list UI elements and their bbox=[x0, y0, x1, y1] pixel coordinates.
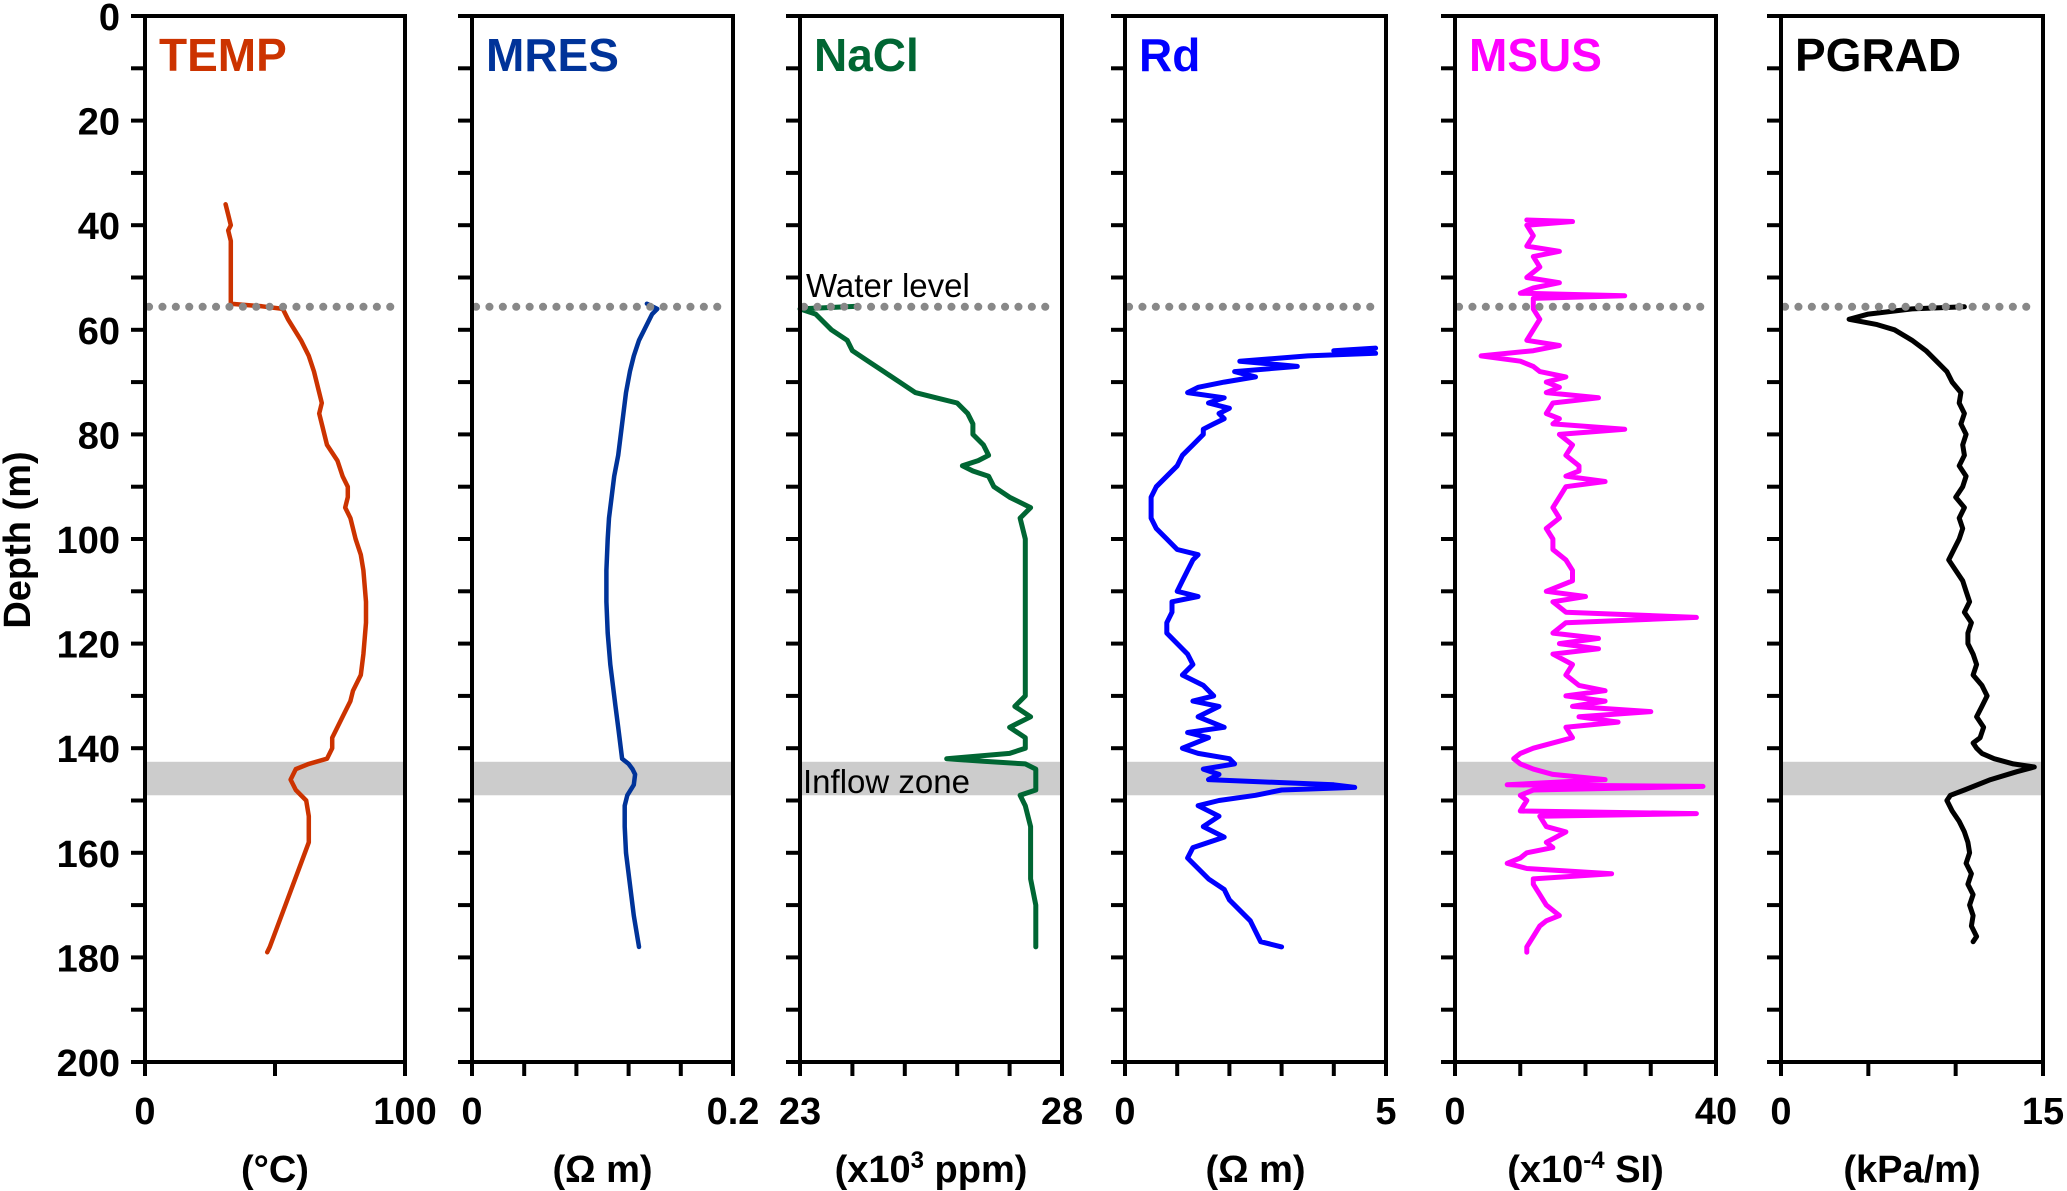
series-line-pgrad bbox=[1846, 304, 2037, 945]
x-tick-label-min-nacl: 23 bbox=[779, 1091, 821, 1133]
panel-frame-mres bbox=[470, 14, 735, 1064]
unit-label-pgrad: (kPa/m) bbox=[1843, 1149, 1980, 1191]
x-tick-label-max-temp: 100 bbox=[373, 1091, 436, 1133]
x-tick-label-min-mres: 0 bbox=[461, 1091, 482, 1133]
panel-frame-msus bbox=[1453, 14, 1718, 1064]
panel-title-msus: MSUS bbox=[1469, 29, 1602, 81]
panel-frame-temp bbox=[143, 14, 407, 1064]
y-tick-label: 80 bbox=[78, 415, 120, 457]
y-tick-label: 20 bbox=[78, 102, 120, 144]
y-tick-label: 100 bbox=[57, 520, 120, 562]
inflow-zone-band-pgrad bbox=[1781, 761, 2043, 796]
panel-frame-nacl bbox=[798, 14, 1064, 1064]
inflow-zone-band-temp bbox=[145, 761, 405, 796]
panel-frame-pgrad bbox=[1779, 14, 2045, 1064]
y-tick-label: 140 bbox=[57, 729, 120, 771]
y-tick-label: 160 bbox=[57, 834, 120, 876]
panel-title-mres: MRES bbox=[486, 29, 619, 81]
unit-label-mres: (Ω m) bbox=[552, 1149, 652, 1191]
x-tick-label-max-nacl: 28 bbox=[1041, 1091, 1083, 1133]
x-tick-label-min-pgrad: 0 bbox=[1770, 1091, 1791, 1133]
water-level-label: Water level bbox=[806, 267, 970, 304]
series-line-temp bbox=[223, 202, 369, 955]
y-tick-label: 120 bbox=[57, 625, 120, 667]
unit-label-rd: (Ω m) bbox=[1205, 1149, 1305, 1191]
inflow-zone-band-rd bbox=[1125, 761, 1386, 796]
y-tick-label: 0 bbox=[99, 0, 120, 39]
y-tick-label: 180 bbox=[57, 938, 120, 980]
panel-title-rd: Rd bbox=[1139, 29, 1200, 81]
series-lines bbox=[223, 202, 2037, 955]
unit-label-temp: (°C) bbox=[241, 1149, 309, 1191]
inflow-zone-band-nacl bbox=[800, 761, 1062, 796]
panel-title-pgrad: PGRAD bbox=[1795, 29, 1961, 81]
y-axis-title: Depth (m) bbox=[0, 451, 39, 628]
panel-frames bbox=[131, 14, 2045, 1076]
series-line-nacl bbox=[797, 303, 1039, 950]
x-tick-label-max-msus: 40 bbox=[1695, 1091, 1737, 1133]
series-line-mres bbox=[604, 301, 660, 950]
series-line-rd bbox=[1148, 345, 1379, 950]
x-tick-label-max-pgrad: 15 bbox=[2022, 1091, 2064, 1133]
x-tick-label-min-msus: 0 bbox=[1444, 1091, 1465, 1133]
inflow-zone-band-mres bbox=[472, 761, 733, 796]
panel-title-temp: TEMP bbox=[159, 29, 287, 81]
y-tick-label: 200 bbox=[57, 1043, 120, 1085]
inflow-zone-label-layer: Inflow zone bbox=[803, 763, 970, 800]
panel-title-nacl: NaCl bbox=[814, 29, 919, 81]
x-tick-label-min-temp: 0 bbox=[134, 1091, 155, 1133]
x-tick-label-min-rd: 0 bbox=[1114, 1091, 1135, 1133]
y-tick-label: 60 bbox=[78, 311, 120, 353]
x-tick-label-max-mres: 0.2 bbox=[707, 1091, 760, 1133]
x-tick-label-max-rd: 5 bbox=[1375, 1091, 1396, 1133]
y-tick-label: 40 bbox=[78, 206, 120, 248]
series-line-msus bbox=[1478, 217, 1706, 955]
unit-label-msus: (x10-4 SI) bbox=[1507, 1147, 1664, 1191]
unit-label-nacl: (x103 ppm) bbox=[835, 1147, 1028, 1191]
inflow-zone-bands bbox=[145, 761, 2043, 796]
inflow-zone-label: Inflow zone bbox=[803, 763, 970, 800]
